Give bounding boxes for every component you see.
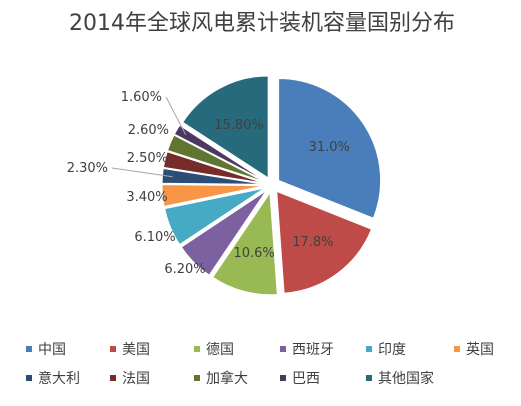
legend-label-9: 加拿大 [206,370,248,387]
pie-slice-9 [166,134,265,183]
pie-slice-10 [173,124,266,182]
data-label-8: 2.50% [127,151,168,166]
pie-slices [161,75,382,296]
pie-slice-8 [162,151,265,184]
pie-slice-5 [164,187,265,246]
legend-label-6: 英国 [466,341,494,358]
leader-lines [111,96,187,178]
legend-swatch-11 [366,375,372,381]
legend-swatch-4 [280,346,286,352]
data-label-3: 10.6% [233,246,274,261]
legend-swatch-5 [366,346,372,352]
pie-slice-7 [161,167,265,185]
legend-label-4: 西班牙 [292,342,334,358]
legend-label-1: 中国 [38,342,66,358]
legend-swatch-8 [110,375,116,381]
data-label-4: 6.20% [164,262,205,277]
legend-label-5: 印度 [378,342,406,358]
data-label-2: 17.8% [292,235,333,250]
pie-slice-11 [182,75,269,179]
pie-slice-3 [212,191,278,296]
data-label-11: 15.80% [214,118,264,133]
legend-swatch-9 [194,375,200,381]
data-label-6: 3.40% [126,190,167,205]
legend-swatch-1 [26,346,32,352]
legend-label-7: 意大利 [38,370,80,387]
legend-swatch-7 [26,375,32,381]
pie-slice-1 [278,78,382,219]
pie-slice-6 [161,184,265,207]
data-label-1: 31.0% [309,140,350,155]
data-label-9: 2.60% [128,123,169,138]
pie-slice-4 [180,190,267,276]
data-label-10: 1.60% [121,90,162,105]
legend-label-11: 其他国家 [378,370,434,387]
chart-title: 2014年全球风电累计装机容量国别分布 [69,11,455,36]
pie-slice-2 [276,190,373,294]
legend-label-8: 法国 [122,371,150,387]
leader-line-10 [165,96,187,136]
legend-swatch-6 [454,346,460,352]
data-label-5: 6.10% [134,230,175,245]
data-labels: 31.0% 17.8% 10.6% 6.20% 6.10% 3.40% 2.30% 2.50%… [67,90,350,277]
legend-label-3: 德国 [206,342,234,358]
leader-line-7 [111,167,173,178]
legend-swatch-10 [280,375,286,381]
data-label-7: 2.30% [67,161,108,176]
legend-label-2: 美国 [122,342,150,358]
legend-swatch-3 [194,346,200,352]
legend-swatch-2 [110,346,116,352]
legend-label-10: 巴西 [292,371,320,387]
